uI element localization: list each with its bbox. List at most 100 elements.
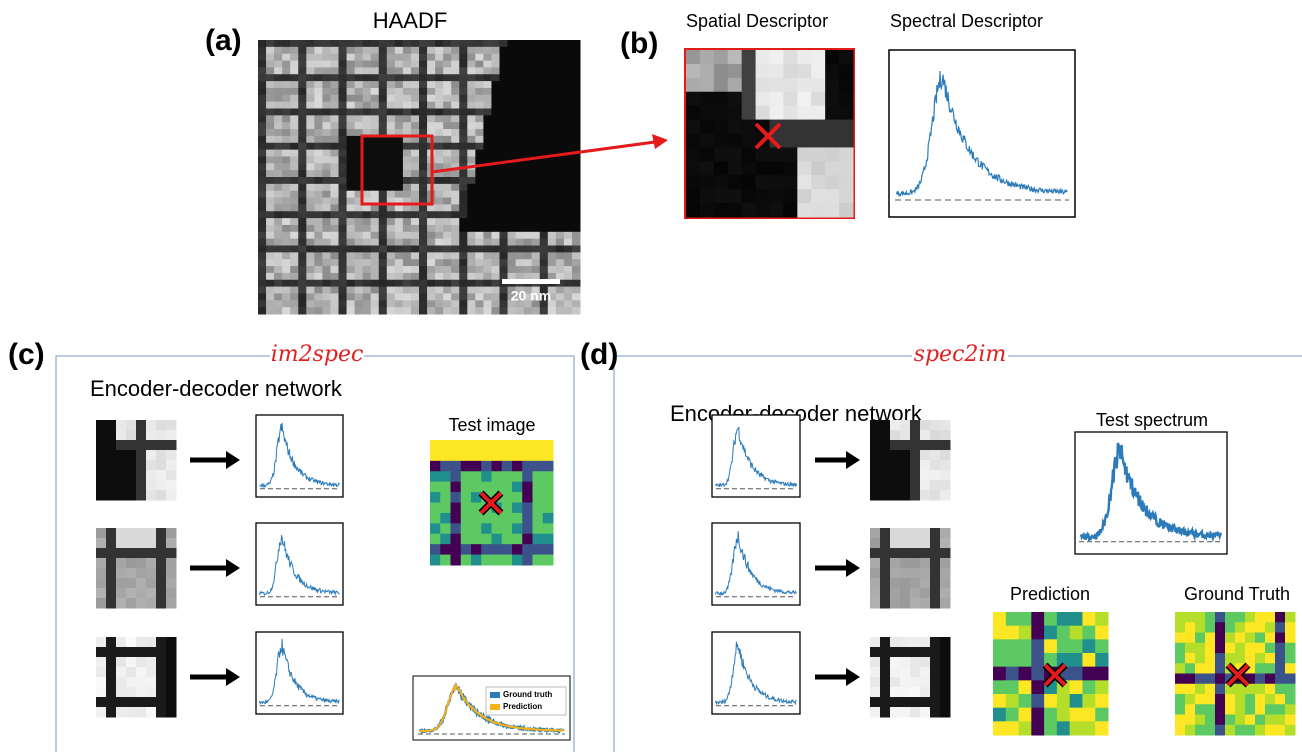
pixel <box>330 163 339 171</box>
pixel <box>290 81 299 89</box>
pixel <box>126 647 137 658</box>
pixel <box>378 266 388 274</box>
pixel <box>563 218 573 226</box>
pixel <box>507 115 517 123</box>
pixel <box>890 420 901 431</box>
pixel <box>298 74 307 82</box>
pixel <box>870 637 881 648</box>
pixel <box>686 91 701 107</box>
pixel <box>539 163 549 171</box>
pixel <box>402 101 412 109</box>
pixel <box>880 657 891 668</box>
pixel <box>126 538 137 549</box>
pixel <box>298 224 307 233</box>
pixel <box>402 218 412 226</box>
pixel <box>298 129 307 137</box>
pixel <box>940 420 951 431</box>
pixel <box>1031 680 1045 695</box>
pixel <box>314 204 323 212</box>
pixel <box>555 115 565 123</box>
pixel <box>507 293 517 301</box>
pixel <box>274 142 283 151</box>
pixel <box>386 300 396 308</box>
pixel <box>427 108 436 116</box>
pixel <box>451 115 460 123</box>
pixel <box>156 647 167 658</box>
pixel <box>563 252 573 260</box>
pixel <box>136 687 147 698</box>
pixel <box>811 119 826 134</box>
pixel <box>523 307 533 315</box>
pixel <box>713 133 729 148</box>
pixel <box>427 204 436 212</box>
pixel <box>378 135 388 144</box>
pixel <box>370 87 380 96</box>
pixel <box>1185 694 1196 705</box>
pixel <box>354 272 364 281</box>
pixel <box>378 224 388 233</box>
pixel <box>322 204 331 212</box>
pixel <box>531 272 541 281</box>
pixel <box>1245 663 1256 674</box>
pixel <box>870 687 881 698</box>
pixel <box>515 149 525 157</box>
pixel <box>116 440 127 451</box>
pixel <box>258 163 267 171</box>
pixel <box>378 163 388 171</box>
pixel <box>378 40 388 48</box>
pixel <box>435 135 444 144</box>
pixel <box>427 266 436 274</box>
pixel <box>410 156 420 164</box>
pixel <box>435 81 444 89</box>
pixel <box>910 558 921 569</box>
pixel <box>1235 653 1246 664</box>
pixel <box>402 40 412 48</box>
pixel <box>116 548 127 559</box>
pixel <box>1031 666 1045 681</box>
pixel <box>1265 704 1276 715</box>
pixel <box>116 558 127 569</box>
pixel <box>499 163 509 171</box>
pixel <box>825 105 840 121</box>
pixel <box>419 272 428 281</box>
pixel <box>435 108 444 116</box>
pixel <box>290 190 299 199</box>
pixel <box>1018 721 1032 736</box>
pixel <box>402 300 412 308</box>
pixel <box>440 512 451 524</box>
pixel <box>290 238 299 246</box>
pixel <box>555 183 565 192</box>
pixel <box>475 81 484 89</box>
pixel <box>451 266 460 274</box>
pixel <box>274 87 283 96</box>
pixel <box>825 133 840 148</box>
pixel <box>378 108 388 116</box>
pixel <box>386 53 396 62</box>
pixel <box>451 74 460 82</box>
pixel <box>378 204 388 212</box>
pixel <box>920 677 931 688</box>
pixel <box>547 46 557 55</box>
pixel <box>266 259 275 267</box>
pixel <box>1185 622 1196 633</box>
pixel <box>126 450 137 461</box>
pixel <box>563 46 573 55</box>
pixel <box>459 238 468 246</box>
pixel <box>880 460 891 471</box>
pixel <box>539 177 549 185</box>
pixel <box>378 74 388 82</box>
pixel <box>755 105 770 121</box>
pixel <box>890 578 901 589</box>
pixel <box>1175 673 1186 685</box>
pixel <box>266 183 275 192</box>
pixel <box>797 91 812 107</box>
pixel <box>1205 683 1216 695</box>
pixel <box>330 108 339 116</box>
pixel <box>880 490 891 501</box>
pixel <box>491 115 500 123</box>
pixel <box>378 177 388 185</box>
pixel <box>880 677 891 688</box>
pixel <box>427 211 436 219</box>
pixel <box>515 135 525 144</box>
pixel <box>531 259 541 267</box>
